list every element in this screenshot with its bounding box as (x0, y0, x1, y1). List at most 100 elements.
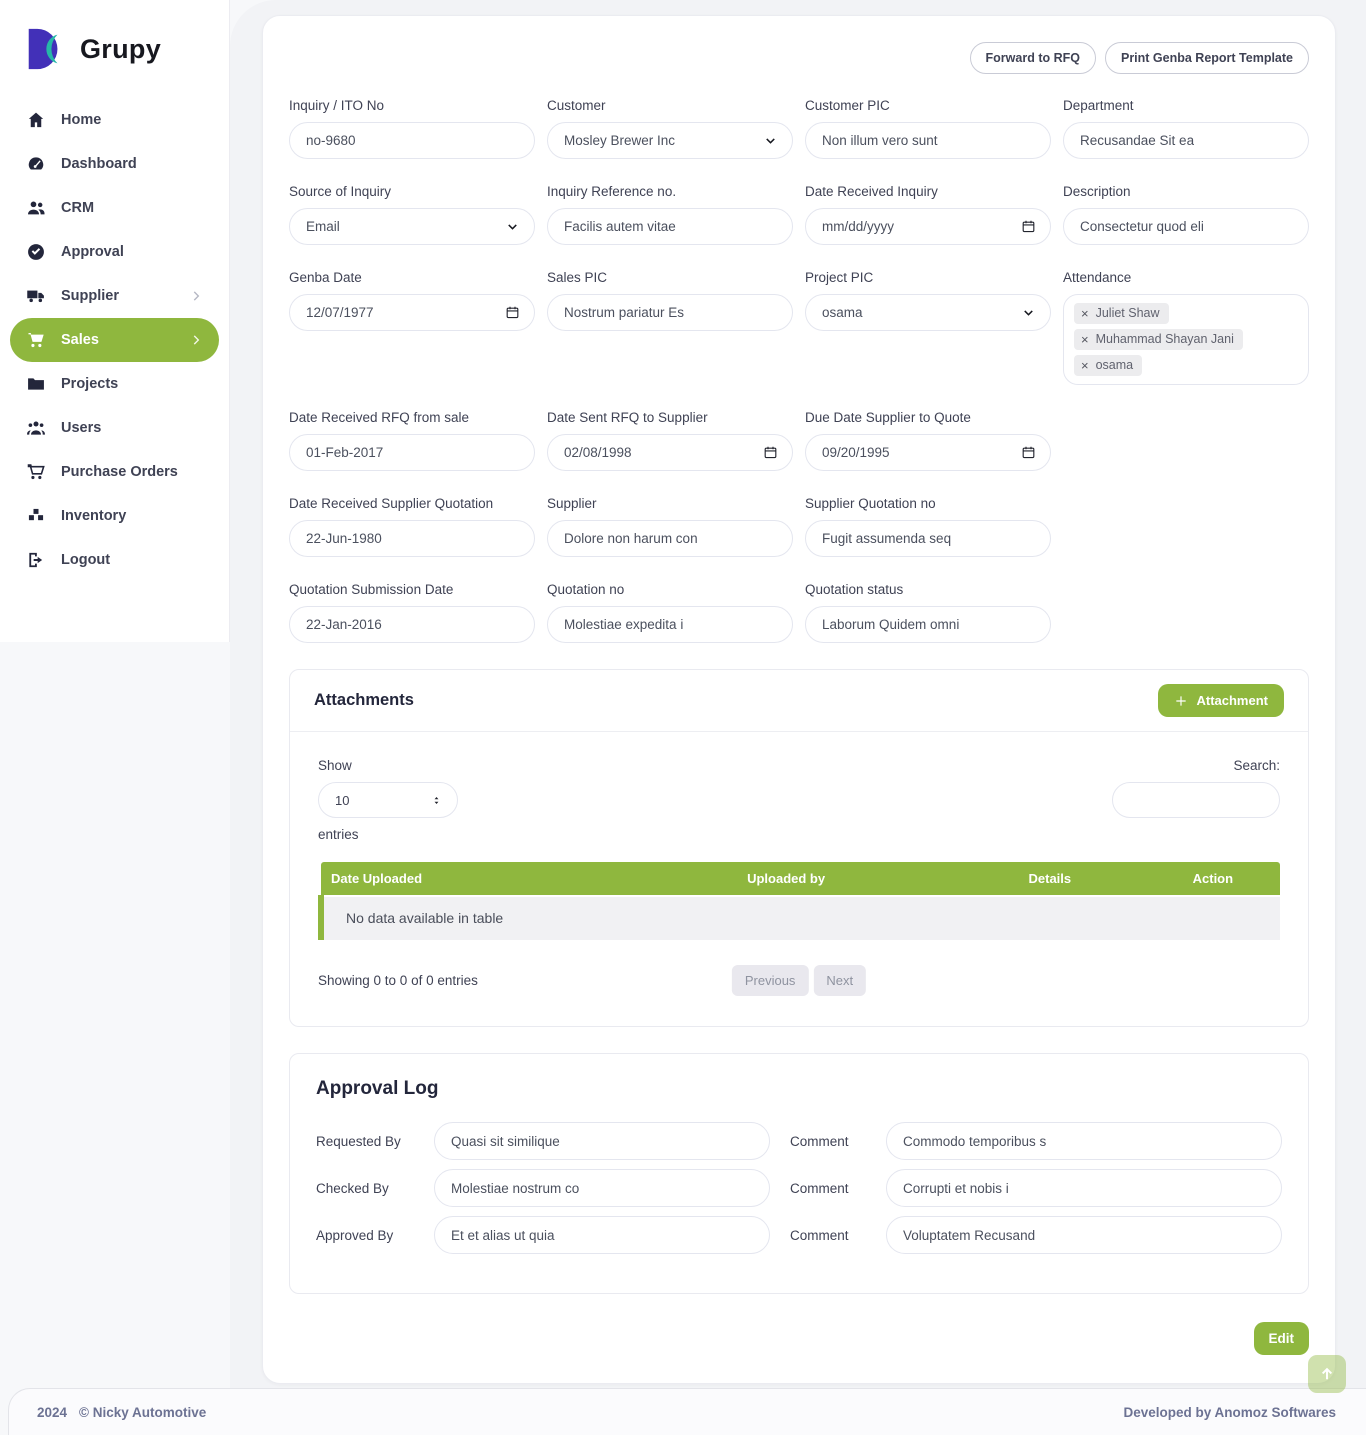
field-label: Customer (547, 98, 606, 113)
page-size-select[interactable]: 10 (318, 782, 458, 818)
sidebar-item-users[interactable]: Users (10, 406, 219, 450)
field-label: Quotation no (547, 582, 625, 597)
date-received-rfq-input[interactable]: 01-Feb-2017 (289, 434, 535, 471)
comment-label: Comment (790, 1227, 849, 1243)
remove-tag-icon[interactable]: × (1081, 331, 1089, 347)
sidebar-item-approval[interactable]: Approval (10, 230, 219, 274)
field-label: Date Received Inquiry (805, 184, 938, 199)
remove-tag-icon[interactable]: × (1081, 357, 1089, 373)
chevron-down-icon (508, 224, 517, 230)
main-content: Forward to RFQ Print Genba Report Templa… (230, 0, 1366, 1410)
field-inquiry-no: Inquiry / ITO No no-9680 (289, 98, 535, 159)
add-attachment-button[interactable]: Attachment (1158, 684, 1284, 717)
col-date-uploaded[interactable]: Date Uploaded (321, 862, 619, 896)
sidebar-item-dashboard[interactable]: Dashboard (10, 142, 219, 186)
top-actions: Forward to RFQ Print Genba Report Templa… (289, 42, 1309, 74)
field-label: Project PIC (805, 270, 874, 285)
checked-comment-input[interactable]: Corrupti et nobis i (886, 1169, 1282, 1207)
date-sent-rfq-input[interactable]: 02/08/1998 (547, 434, 793, 471)
requested-by-label: Requested By (316, 1133, 401, 1149)
calendar-icon (1022, 220, 1035, 233)
supplier-quotation-no-input[interactable]: Fugit assumenda seq (805, 520, 1051, 557)
field-genba-date: Genba Date 12/07/1977 (289, 270, 535, 385)
field-label: Department (1063, 98, 1134, 113)
field-quotation-status: Quotation status Laborum Quidem omni (805, 582, 1051, 643)
remove-tag-icon[interactable]: × (1081, 305, 1089, 321)
field-label: Inquiry Reference no. (547, 184, 677, 199)
comment-label: Comment (790, 1133, 849, 1149)
quotation-no-input[interactable]: Molestiae expedita i (547, 606, 793, 643)
attachments-title: Attachments (314, 691, 414, 709)
requested-comment-input[interactable]: Commodo temporibus s (886, 1122, 1282, 1160)
col-details[interactable]: Details (953, 862, 1146, 896)
approval-row-requested: Requested By Quasi sit similique Comment… (316, 1122, 1282, 1160)
customer-pic-input[interactable]: Non illum vero sunt (805, 122, 1051, 159)
quotation-submission-date-input[interactable]: 22-Jan-2016 (289, 606, 535, 643)
sidebar-item-home[interactable]: Home (10, 98, 219, 142)
edit-button[interactable]: Edit (1253, 1322, 1309, 1355)
pagination: Previous Next (731, 964, 867, 996)
sidebar-item-label: Home (61, 112, 102, 128)
previous-page-button[interactable]: Previous (731, 964, 809, 996)
inquiry-no-input[interactable]: no-9680 (289, 122, 535, 159)
checked-by-input[interactable]: Molestiae nostrum co (434, 1169, 770, 1207)
department-input[interactable]: Recusandae Sit ea (1063, 122, 1309, 159)
scroll-to-top-button[interactable] (1308, 1355, 1346, 1393)
chevron-right-icon (189, 333, 203, 347)
sidebar-item-projects[interactable]: Projects (10, 362, 219, 406)
print-genba-report-button[interactable]: Print Genba Report Template (1104, 42, 1309, 74)
grid-spacer (1063, 582, 1309, 643)
field-source-of-inquiry: Source of Inquiry Email (289, 184, 535, 245)
col-uploaded-by[interactable]: Uploaded by (618, 862, 954, 896)
sidebar-item-supplier[interactable]: Supplier (10, 274, 219, 318)
field-label: Description (1063, 184, 1131, 199)
show-label: Show (318, 758, 352, 773)
requested-by-input[interactable]: Quasi sit similique (434, 1122, 770, 1160)
field-quotation-submission-date: Quotation Submission Date 22-Jan-2016 (289, 582, 535, 643)
inquiry-reference-input[interactable]: Facilis autem vitae (547, 208, 793, 245)
brand-logo[interactable]: Grupy (10, 22, 219, 98)
empty-table-message: No data available in table (318, 895, 1280, 940)
page-length-control: Show 10 entries (318, 758, 458, 842)
sidebar-item-crm[interactable]: CRM (10, 186, 219, 230)
sidebar-item-sales[interactable]: Sales (10, 318, 219, 362)
description-input[interactable]: Consectetur quod eli (1063, 208, 1309, 245)
attendance-multiselect[interactable]: × Juliet Shaw × Muhammad Shayan Jani × osam… (1063, 294, 1309, 385)
supplier-input[interactable]: Dolore non harum con (547, 520, 793, 557)
home-icon (26, 110, 46, 130)
table-summary: Showing 0 to 0 of 0 entries (318, 972, 478, 988)
genba-date-input[interactable]: 12/07/1977 (289, 294, 535, 331)
table-search-control: Search: (1112, 758, 1280, 818)
sidebar-item-inventory[interactable]: Inventory (10, 494, 219, 538)
next-page-button[interactable]: Next (813, 964, 867, 996)
attendance-tag: × Muhammad Shayan Jani (1074, 329, 1243, 350)
search-input[interactable] (1112, 782, 1280, 818)
forward-to-rfq-button[interactable]: Forward to RFQ (969, 42, 1096, 74)
footer-developer-credit: Developed by Anomoz Softwares (1123, 1404, 1336, 1420)
table-controls: Show 10 entries Search: (318, 758, 1280, 842)
approved-by-input[interactable]: Et et alias ut quia (434, 1216, 770, 1254)
field-sales-pic: Sales PIC Nostrum pariatur Es (547, 270, 793, 385)
folder-icon (26, 374, 46, 394)
project-pic-select[interactable]: osama (805, 294, 1051, 331)
calendar-icon (506, 306, 519, 319)
date-received-inquiry-input[interactable]: mm/dd/yyyy (805, 208, 1051, 245)
field-description: Description Consectetur quod eli (1063, 184, 1309, 245)
due-date-supplier-input[interactable]: 09/20/1995 (805, 434, 1051, 471)
source-of-inquiry-select[interactable]: Email (289, 208, 535, 245)
col-action[interactable]: Action (1145, 862, 1280, 896)
date-received-supplier-quotation-input[interactable]: 22-Jun-1980 (289, 520, 535, 557)
sidebar-item-logout[interactable]: Logout (10, 538, 219, 582)
quotation-status-input[interactable]: Laborum Quidem omni (805, 606, 1051, 643)
inquiry-form-grid: Inquiry / ITO No no-9680 Customer Mosley… (289, 98, 1309, 643)
chevron-right-icon (189, 289, 203, 303)
sales-pic-input[interactable]: Nostrum pariatur Es (547, 294, 793, 331)
field-label: Sales PIC (547, 270, 608, 285)
customer-select[interactable]: Mosley Brewer Inc (547, 122, 793, 159)
field-department: Department Recusandae Sit ea (1063, 98, 1309, 159)
field-label: Date Sent RFQ to Supplier (547, 410, 708, 425)
sidebar-item-purchase-orders[interactable]: Purchase Orders (10, 450, 219, 494)
field-attendance: Attendance × Juliet Shaw × Muhammad Shayan… (1063, 270, 1309, 385)
approval-log-card: Approval Log Requested By Quasi sit simi… (289, 1053, 1309, 1294)
approved-comment-input[interactable]: Voluptatem Recusand (886, 1216, 1282, 1254)
